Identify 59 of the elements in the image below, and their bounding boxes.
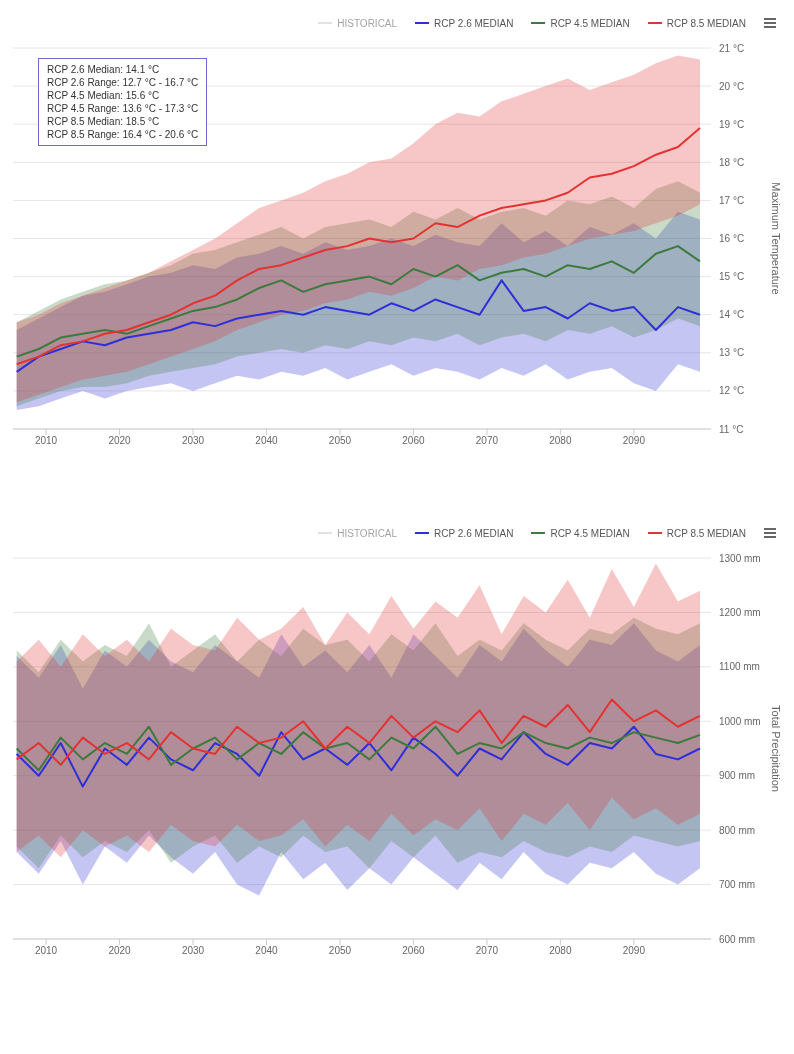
y-tick-label: 14 °C <box>719 309 745 321</box>
x-tick-label: 2010 <box>34 945 58 957</box>
y-tick-label: 1300 mm <box>719 552 761 564</box>
x-tick-label: 2060 <box>402 945 425 957</box>
x-tick-label: 2020 <box>108 435 132 447</box>
legend-label: HISTORICAL <box>337 17 398 29</box>
y-axis-title: Maximum Temperature <box>770 182 783 295</box>
x-tick-label: 2070 <box>475 945 499 957</box>
legend-label: RCP 4.5 MEDIAN <box>550 527 630 539</box>
line-series <box>15 725 701 788</box>
y-tick-label: 21 °C <box>719 42 745 54</box>
y-tick-label: 17 °C <box>719 194 745 206</box>
x-tick-label: 2040 <box>255 945 279 957</box>
y-tick-label: 19 °C <box>719 118 745 130</box>
y-tick-label: 600 mm <box>719 933 756 945</box>
legend-label: RCP 4.5 MEDIAN <box>550 17 630 29</box>
x-tick-label: 2080 <box>549 945 572 957</box>
line-series <box>15 127 701 366</box>
annotation: RCP 4.5 Range: 13.6 °C - 17.3 °C <box>47 102 199 115</box>
y-tick-label: 18 °C <box>719 156 745 168</box>
x-tick-label: 2070 <box>475 435 499 447</box>
x-tick-label: 2050 <box>328 435 352 447</box>
legend-label: HISTORICAL <box>337 527 398 539</box>
x-tick-label: 2060 <box>402 435 425 447</box>
legend-label: RCP 2.6 MEDIAN <box>434 17 514 29</box>
y-tick-label: 20 °C <box>719 80 745 92</box>
y-tick-label: 700 mm <box>719 879 756 891</box>
y-tick-label: 11 °C <box>719 423 744 435</box>
y-axis-title: Total Precipitation <box>770 705 783 792</box>
x-tick-label: 2020 <box>108 945 132 957</box>
y-tick-label: 12 °C <box>719 385 745 397</box>
x-tick-label: 2010 <box>34 435 58 447</box>
y-tick-label: 1100 mm <box>719 661 760 673</box>
legend-label: RCP 2.6 MEDIAN <box>434 527 514 539</box>
x-tick-label: 2080 <box>549 435 572 447</box>
line-series <box>15 279 701 373</box>
line-series <box>15 245 701 358</box>
y-tick-label: 1200 mm <box>719 606 761 618</box>
x-tick-label: 2090 <box>622 435 646 447</box>
y-tick-label: 800 mm <box>719 824 756 836</box>
line-series <box>15 725 701 772</box>
legend-label: RCP 8.5 MEDIAN <box>666 17 746 29</box>
x-tick-label: 2030 <box>181 435 205 447</box>
annotation: RCP 2.6 Range: 12.7 °C - 16.7 °C <box>47 76 199 89</box>
annotation: RCP 4.5 Median: 15.6 °C <box>47 89 161 102</box>
y-tick-label: 15 °C <box>719 271 745 283</box>
annotation: RCP 8.5 Median: 18.5 °C <box>47 115 161 128</box>
x-tick-label: 2030 <box>181 945 205 957</box>
x-tick-label: 2090 <box>622 945 646 957</box>
annotation: RCP 8.5 Range: 16.4 °C - 20.6 °C <box>47 128 199 141</box>
line-series <box>15 698 701 766</box>
y-tick-label: 16 °C <box>719 233 745 245</box>
annotation: RCP 2.6 Median: 14.1 °C <box>47 63 161 76</box>
x-tick-label: 2040 <box>255 435 279 447</box>
y-tick-label: 13 °C <box>719 347 745 359</box>
y-tick-label: 900 mm <box>719 770 756 782</box>
x-tick-label: 2050 <box>328 945 352 957</box>
legend-label: RCP 8.5 MEDIAN <box>666 527 746 539</box>
y-tick-label: 1000 mm <box>719 715 761 727</box>
